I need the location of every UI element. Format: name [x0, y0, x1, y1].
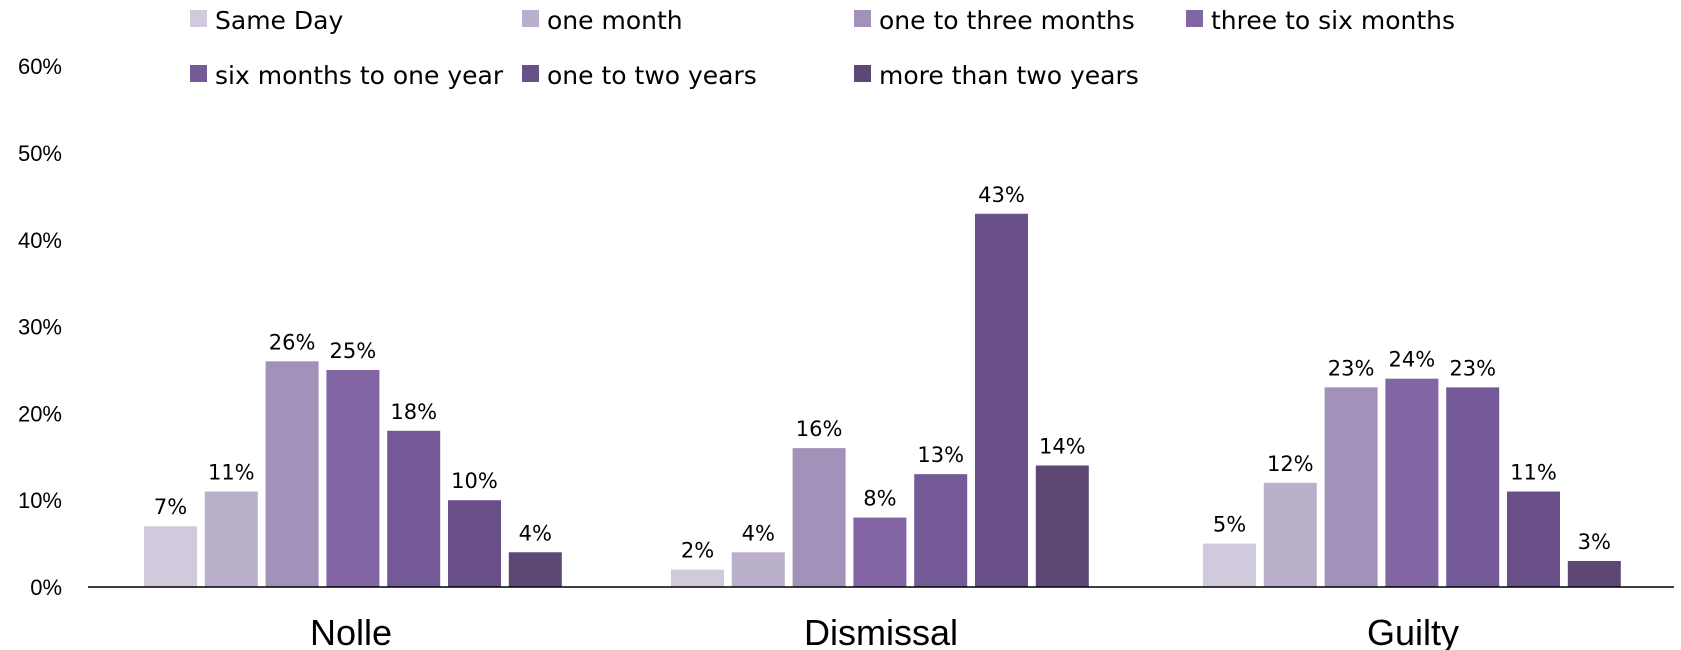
- legend-swatch: [190, 65, 207, 82]
- data-label-nolle-one-to-two-years: 10%: [451, 469, 498, 493]
- data-label-guilty-same-day: 5%: [1213, 513, 1246, 537]
- data-label-nolle-three-to-six-months: 25%: [330, 339, 377, 363]
- bar-guilty-same-day: [1203, 543, 1256, 587]
- bar-guilty-one-to-three-months: [1324, 387, 1378, 587]
- legend-label: one to three months: [879, 6, 1135, 35]
- y-tick-label: 0%: [30, 575, 62, 600]
- data-label-dismissal-one-to-three-months: 16%: [796, 417, 843, 441]
- legend-label: one month: [547, 6, 683, 35]
- legend-item-one-to-two-years: one to two years: [522, 61, 757, 90]
- data-label-dismissal-more-than-two-years: 14%: [1039, 434, 1086, 458]
- bar-dismissal-one-to-two-years: [975, 213, 1028, 587]
- bar-dismissal-one-to-three-months: [792, 448, 846, 587]
- bar-guilty-six-months-to-one-year: [1446, 387, 1500, 587]
- y-tick-label: 20%: [18, 401, 62, 426]
- data-label-dismissal-three-to-six-months: 8%: [863, 487, 896, 511]
- category-label-guilty: Guilty: [1367, 612, 1459, 650]
- data-label-dismissal-same-day: 2%: [681, 539, 714, 563]
- x-axis: Nolle Dismissal Guilty: [310, 612, 1459, 650]
- data-label-guilty-six-months-to-one-year: 23%: [1449, 356, 1496, 380]
- bar-dismissal-three-to-six-months: [853, 517, 907, 587]
- bar-nolle-three-to-six-months: [326, 370, 380, 587]
- bar-dismissal-more-than-two-years: [1035, 465, 1089, 587]
- bar-guilty-one-month: [1263, 482, 1317, 587]
- legend-item-three-to-six-months: three to six months: [1186, 6, 1455, 35]
- legend-item-one-to-three-months: one to three months: [854, 6, 1135, 35]
- legend-swatch: [854, 10, 871, 27]
- legend-label: three to six months: [1211, 6, 1455, 35]
- data-label-nolle-same-day: 7%: [154, 495, 187, 519]
- legend-swatch: [854, 65, 871, 82]
- legend-swatch: [1186, 10, 1203, 27]
- bar-nolle-one-to-three-months: [265, 361, 319, 587]
- legend-item-one-month: one month: [522, 6, 683, 35]
- bar-dismissal-six-months-to-one-year: [914, 474, 968, 587]
- legend-item-same-day: Same Day: [190, 6, 343, 35]
- y-tick-label: 40%: [18, 228, 62, 253]
- data-label-guilty-one-to-two-years: 11%: [1510, 461, 1557, 485]
- legend-label: Same Day: [215, 6, 343, 35]
- bar-guilty-one-to-two-years: [1507, 491, 1560, 587]
- bars: [144, 213, 1621, 587]
- data-label-nolle-six-months-to-one-year: 18%: [390, 400, 437, 424]
- y-tick-label: 50%: [18, 141, 62, 166]
- bar-guilty-more-than-two-years: [1567, 560, 1621, 587]
- bar-dismissal-same-day: [671, 569, 724, 587]
- data-label-guilty-three-to-six-months: 24%: [1389, 348, 1436, 372]
- data-label-nolle-one-to-three-months: 26%: [269, 330, 316, 354]
- data-label-dismissal-six-months-to-one-year: 13%: [917, 443, 964, 467]
- data-label-nolle-one-month: 11%: [208, 461, 255, 485]
- data-label-guilty-one-month: 12%: [1267, 452, 1314, 476]
- y-tick-label: 60%: [18, 54, 62, 79]
- legend-swatch: [522, 10, 539, 27]
- data-labels: 7% 2% 5% 11% 4% 12% 26% 16% 23% 25% 8% 24% 18% 13% 23%…: [154, 183, 1611, 563]
- legend-item-more-than-two-years: more than two years: [854, 61, 1139, 90]
- legend-swatch: [522, 65, 539, 82]
- category-label-dismissal: Dismissal: [804, 612, 958, 650]
- bar-nolle-one-month: [204, 491, 258, 587]
- bar-nolle-same-day: [144, 526, 197, 587]
- legend: Same Day one month one to three months thre…: [190, 6, 1455, 90]
- legend-swatch: [190, 10, 207, 27]
- legend-label: one to two years: [547, 61, 757, 90]
- data-label-dismissal-one-month: 4%: [742, 521, 775, 545]
- bar-guilty-three-to-six-months: [1385, 378, 1439, 587]
- bar-dismissal-one-month: [731, 552, 785, 587]
- data-label-guilty-one-to-three-months: 23%: [1328, 356, 1375, 380]
- data-label-nolle-more-than-two-years: 4%: [519, 521, 552, 545]
- data-label-dismissal-one-to-two-years: 43%: [978, 183, 1025, 207]
- data-label-guilty-more-than-two-years: 3%: [1578, 530, 1611, 554]
- y-axis: 0% 10% 20% 30% 40% 50% 60%: [18, 54, 62, 600]
- category-label-nolle: Nolle: [310, 612, 392, 650]
- y-tick-label: 30%: [18, 315, 62, 340]
- legend-label: more than two years: [879, 61, 1139, 90]
- legend-label: six months to one year: [215, 61, 504, 90]
- bar-nolle-more-than-two-years: [508, 552, 562, 587]
- bar-nolle-six-months-to-one-year: [387, 430, 441, 587]
- legend-item-six-months-to-one-year: six months to one year: [190, 61, 504, 90]
- bar-nolle-one-to-two-years: [448, 500, 501, 587]
- y-tick-label: 10%: [18, 488, 62, 513]
